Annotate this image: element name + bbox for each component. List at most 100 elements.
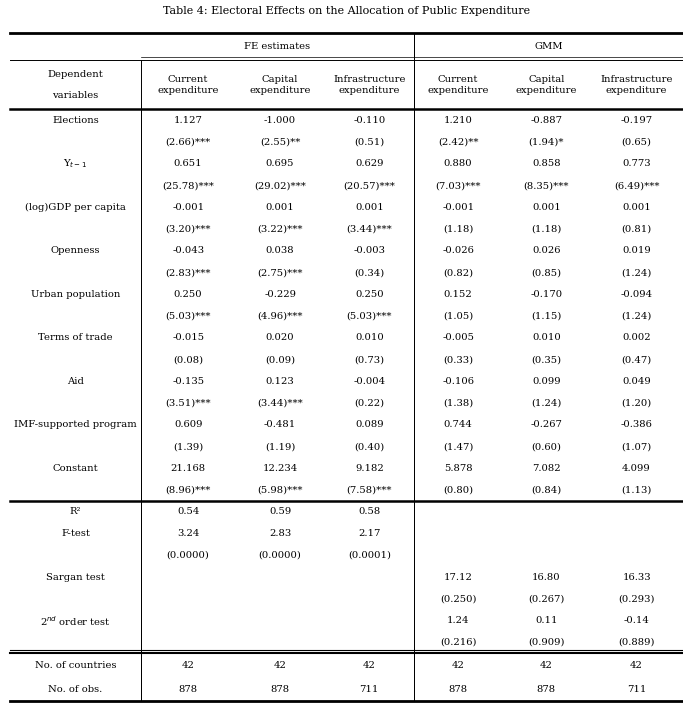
Text: 0.609: 0.609 bbox=[174, 420, 202, 429]
Text: (2.83)***: (2.83)*** bbox=[165, 268, 211, 277]
Text: (0.250): (0.250) bbox=[440, 594, 476, 603]
Text: -0.229: -0.229 bbox=[264, 290, 296, 299]
Text: 0.59: 0.59 bbox=[269, 507, 291, 516]
Text: 21.168: 21.168 bbox=[171, 464, 206, 473]
Text: 2.17: 2.17 bbox=[358, 529, 380, 538]
Text: -0.106: -0.106 bbox=[442, 377, 474, 386]
Text: -0.481: -0.481 bbox=[264, 420, 296, 429]
Text: 1.127: 1.127 bbox=[173, 116, 203, 125]
Text: (0.22): (0.22) bbox=[354, 399, 385, 407]
Text: 1.210: 1.210 bbox=[444, 116, 473, 125]
Text: (1.15): (1.15) bbox=[531, 312, 561, 320]
Text: 12.234: 12.234 bbox=[262, 464, 298, 473]
Text: 0.695: 0.695 bbox=[266, 160, 294, 168]
Text: 3.24: 3.24 bbox=[177, 529, 199, 538]
Text: (3.44)***: (3.44)*** bbox=[257, 399, 303, 407]
Text: (1.24): (1.24) bbox=[622, 312, 652, 320]
Text: (0.216): (0.216) bbox=[440, 638, 476, 647]
Text: (log)GDP per capita: (log)GDP per capita bbox=[25, 203, 126, 212]
Text: -0.005: -0.005 bbox=[442, 334, 474, 342]
Text: (2.66)***: (2.66)*** bbox=[165, 138, 211, 146]
Text: Sargan test: Sargan test bbox=[46, 573, 104, 581]
Text: 5.878: 5.878 bbox=[444, 464, 473, 473]
Text: (1.47): (1.47) bbox=[443, 442, 473, 451]
Text: (5.03)***: (5.03)*** bbox=[165, 312, 211, 320]
Text: (20.57)***: (20.57)*** bbox=[344, 181, 395, 190]
Text: (0.34): (0.34) bbox=[354, 268, 385, 277]
Text: 42: 42 bbox=[182, 660, 195, 670]
Text: IMF-supported program: IMF-supported program bbox=[14, 420, 137, 429]
Text: -0.001: -0.001 bbox=[172, 203, 204, 212]
Text: 0.123: 0.123 bbox=[266, 377, 294, 386]
Text: Infrastructure
expenditure: Infrastructure expenditure bbox=[333, 75, 406, 94]
Text: 711: 711 bbox=[359, 684, 379, 694]
Text: 0.001: 0.001 bbox=[355, 203, 384, 212]
Text: (0.51): (0.51) bbox=[354, 138, 385, 146]
Text: (1.05): (1.05) bbox=[443, 312, 473, 320]
Text: -0.135: -0.135 bbox=[172, 377, 204, 386]
Text: -0.004: -0.004 bbox=[353, 377, 385, 386]
Text: (0.82): (0.82) bbox=[443, 268, 473, 277]
Text: 0.651: 0.651 bbox=[174, 160, 202, 168]
Text: Current
expenditure: Current expenditure bbox=[157, 75, 219, 94]
Text: (0.0000): (0.0000) bbox=[167, 551, 210, 560]
Text: F-test: F-test bbox=[61, 529, 90, 538]
Text: (0.08): (0.08) bbox=[173, 355, 204, 364]
Text: -0.026: -0.026 bbox=[442, 247, 474, 255]
Text: 16.80: 16.80 bbox=[532, 573, 561, 581]
Text: (1.24): (1.24) bbox=[531, 399, 561, 407]
Text: 42: 42 bbox=[274, 660, 286, 670]
Text: 0.001: 0.001 bbox=[532, 203, 561, 212]
Text: (0.33): (0.33) bbox=[443, 355, 473, 364]
Text: -0.094: -0.094 bbox=[620, 290, 653, 299]
Text: Dependent

variables: Dependent variables bbox=[48, 70, 103, 100]
Text: 9.182: 9.182 bbox=[355, 464, 384, 473]
Text: FE estimates: FE estimates bbox=[245, 42, 311, 51]
Text: GMM: GMM bbox=[534, 42, 563, 51]
Text: (0.09): (0.09) bbox=[265, 355, 295, 364]
Text: 0.152: 0.152 bbox=[444, 290, 473, 299]
Text: (7.03)***: (7.03)*** bbox=[435, 181, 481, 190]
Text: (3.44)***: (3.44)*** bbox=[346, 225, 392, 233]
Text: (1.38): (1.38) bbox=[443, 399, 473, 407]
Text: 878: 878 bbox=[270, 684, 290, 694]
Text: (1.20): (1.20) bbox=[622, 399, 652, 407]
Text: (6.49)***: (6.49)*** bbox=[614, 181, 659, 190]
Text: 0.001: 0.001 bbox=[622, 203, 651, 212]
Text: -0.110: -0.110 bbox=[353, 116, 385, 125]
Text: -0.003: -0.003 bbox=[353, 247, 385, 255]
Text: 7.082: 7.082 bbox=[532, 464, 561, 473]
Text: Table 4: Electoral Effects on the Allocation of Public Expenditure: Table 4: Electoral Effects on the Alloca… bbox=[163, 6, 530, 16]
Text: (0.80): (0.80) bbox=[443, 486, 473, 494]
Text: 42: 42 bbox=[630, 660, 643, 670]
Text: Current
expenditure: Current expenditure bbox=[428, 75, 489, 94]
Text: 0.099: 0.099 bbox=[532, 377, 561, 386]
Text: (1.07): (1.07) bbox=[622, 442, 652, 451]
Text: (8.35)***: (8.35)*** bbox=[524, 181, 569, 190]
Text: 0.020: 0.020 bbox=[266, 334, 294, 342]
Text: Urban population: Urban population bbox=[31, 290, 120, 299]
Text: Y$_{t-1}$: Y$_{t-1}$ bbox=[64, 157, 87, 170]
Text: (0.73): (0.73) bbox=[354, 355, 385, 364]
Text: 42: 42 bbox=[540, 660, 553, 670]
Text: (1.13): (1.13) bbox=[622, 486, 652, 494]
Text: 0.58: 0.58 bbox=[358, 507, 380, 516]
Text: (1.18): (1.18) bbox=[443, 225, 473, 233]
Text: (25.78)***: (25.78)*** bbox=[163, 181, 214, 190]
Text: (0.85): (0.85) bbox=[531, 268, 561, 277]
Text: Capital
expenditure: Capital expenditure bbox=[249, 75, 311, 94]
Text: -0.043: -0.043 bbox=[172, 247, 204, 255]
Text: Terms of trade: Terms of trade bbox=[38, 334, 113, 342]
Text: 0.250: 0.250 bbox=[355, 290, 384, 299]
Text: Infrastructure
expenditure: Infrastructure expenditure bbox=[600, 75, 673, 94]
Text: (2.55)**: (2.55)** bbox=[260, 138, 301, 146]
Text: -0.001: -0.001 bbox=[442, 203, 474, 212]
Text: (0.0000): (0.0000) bbox=[259, 551, 301, 560]
Text: (0.909): (0.909) bbox=[528, 638, 565, 647]
Text: 878: 878 bbox=[537, 684, 556, 694]
Text: 2.83: 2.83 bbox=[269, 529, 291, 538]
Text: (1.24): (1.24) bbox=[622, 268, 652, 277]
Text: 878: 878 bbox=[449, 684, 468, 694]
Text: (4.96)***: (4.96)*** bbox=[257, 312, 303, 320]
Text: Capital
expenditure: Capital expenditure bbox=[516, 75, 577, 94]
